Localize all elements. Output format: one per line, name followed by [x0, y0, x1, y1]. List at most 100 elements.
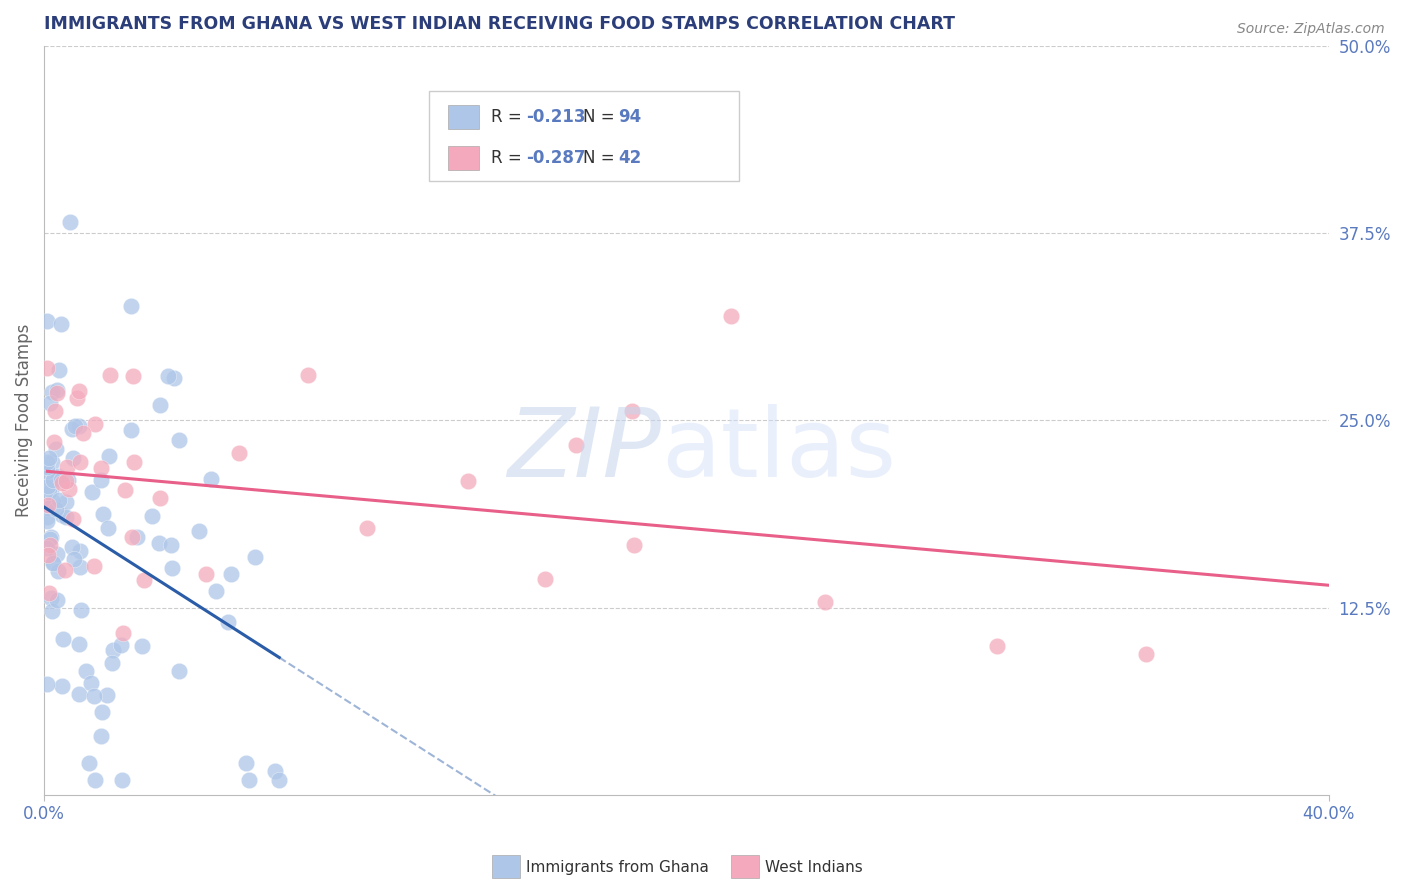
- Point: [46, 384, 69, 398]
- Point: [45, 442, 67, 456]
- Point: [37, 459, 59, 474]
- Point: [83, 773, 105, 788]
- Point: [219, 566, 242, 581]
- Point: [720, 309, 742, 323]
- Point: [98, 450, 121, 464]
- Point: [814, 594, 837, 608]
- Point: [205, 583, 228, 598]
- Point: [37, 479, 59, 493]
- Point: [42, 556, 65, 570]
- Point: [37, 541, 59, 556]
- Point: [67, 419, 90, 434]
- Point: [66, 391, 89, 405]
- Point: [93, 507, 115, 521]
- Point: [63, 419, 86, 434]
- Point: [157, 368, 180, 383]
- Point: [39, 483, 62, 498]
- Point: [45, 385, 67, 400]
- Point: [58, 482, 80, 496]
- Point: [97, 521, 120, 535]
- Point: [69, 603, 91, 617]
- Point: [131, 639, 153, 653]
- Point: [63, 552, 86, 566]
- Point: [149, 398, 172, 412]
- Point: [167, 664, 190, 678]
- Point: [356, 521, 378, 535]
- Point: [121, 531, 143, 545]
- Point: [60, 422, 83, 436]
- Point: [37, 455, 59, 469]
- Point: [62, 450, 84, 465]
- Point: [80, 676, 103, 690]
- Point: [45, 593, 67, 607]
- Y-axis label: Receiving Food Stamps: Receiving Food Stamps: [15, 324, 32, 517]
- Point: [565, 438, 588, 452]
- Point: [75, 664, 97, 678]
- Text: -0.213: -0.213: [526, 108, 586, 127]
- Text: 42: 42: [617, 149, 641, 168]
- Point: [986, 639, 1008, 653]
- Point: [238, 773, 260, 788]
- Point: [457, 474, 479, 488]
- Point: [77, 756, 100, 770]
- Point: [132, 574, 155, 588]
- Point: [56, 473, 79, 487]
- Point: [80, 485, 103, 500]
- Text: Source: ZipAtlas.com: Source: ZipAtlas.com: [1237, 22, 1385, 37]
- Point: [46, 564, 69, 578]
- Point: [263, 764, 285, 778]
- Point: [141, 508, 163, 523]
- Point: [125, 530, 148, 544]
- Point: [51, 473, 73, 487]
- Point: [96, 689, 118, 703]
- Point: [37, 464, 59, 478]
- Point: [90, 461, 112, 475]
- Point: [52, 632, 75, 646]
- Text: Immigrants from Ghana: Immigrants from Ghana: [526, 860, 709, 874]
- Point: [67, 636, 90, 650]
- Point: [83, 559, 105, 574]
- Point: [51, 679, 73, 693]
- Point: [148, 536, 170, 550]
- Point: [269, 773, 291, 788]
- Point: [620, 404, 643, 418]
- Point: [114, 483, 136, 497]
- Text: West Indians: West Indians: [765, 860, 863, 874]
- Text: IMMIGRANTS FROM GHANA VS WEST INDIAN RECEIVING FOOD STAMPS CORRELATION CHART: IMMIGRANTS FROM GHANA VS WEST INDIAN REC…: [44, 15, 955, 33]
- Point: [217, 615, 239, 630]
- Point: [101, 643, 124, 657]
- Point: [38, 450, 60, 465]
- Point: [42, 435, 65, 450]
- Point: [110, 773, 132, 788]
- Point: [228, 446, 250, 460]
- Point: [38, 533, 60, 547]
- Point: [83, 417, 105, 431]
- Point: [37, 677, 59, 691]
- Point: [53, 562, 76, 576]
- Point: [149, 491, 172, 505]
- Point: [37, 314, 59, 328]
- Text: atlas: atlas: [661, 404, 896, 497]
- Point: [69, 559, 91, 574]
- Point: [101, 656, 124, 670]
- Point: [39, 591, 62, 605]
- Point: [41, 495, 63, 509]
- Point: [83, 689, 105, 703]
- Point: [55, 510, 77, 524]
- Point: [243, 549, 266, 564]
- Point: [623, 537, 645, 551]
- Text: N =: N =: [582, 149, 620, 168]
- Point: [98, 368, 121, 383]
- Point: [69, 454, 91, 468]
- Point: [37, 510, 59, 524]
- Point: [41, 604, 63, 618]
- Text: R =: R =: [491, 108, 527, 127]
- Point: [62, 512, 84, 526]
- Point: [41, 473, 63, 487]
- Point: [37, 480, 59, 494]
- Point: [160, 560, 183, 574]
- Point: [60, 540, 83, 554]
- Point: [200, 472, 222, 486]
- Point: [41, 455, 63, 469]
- Point: [45, 502, 67, 516]
